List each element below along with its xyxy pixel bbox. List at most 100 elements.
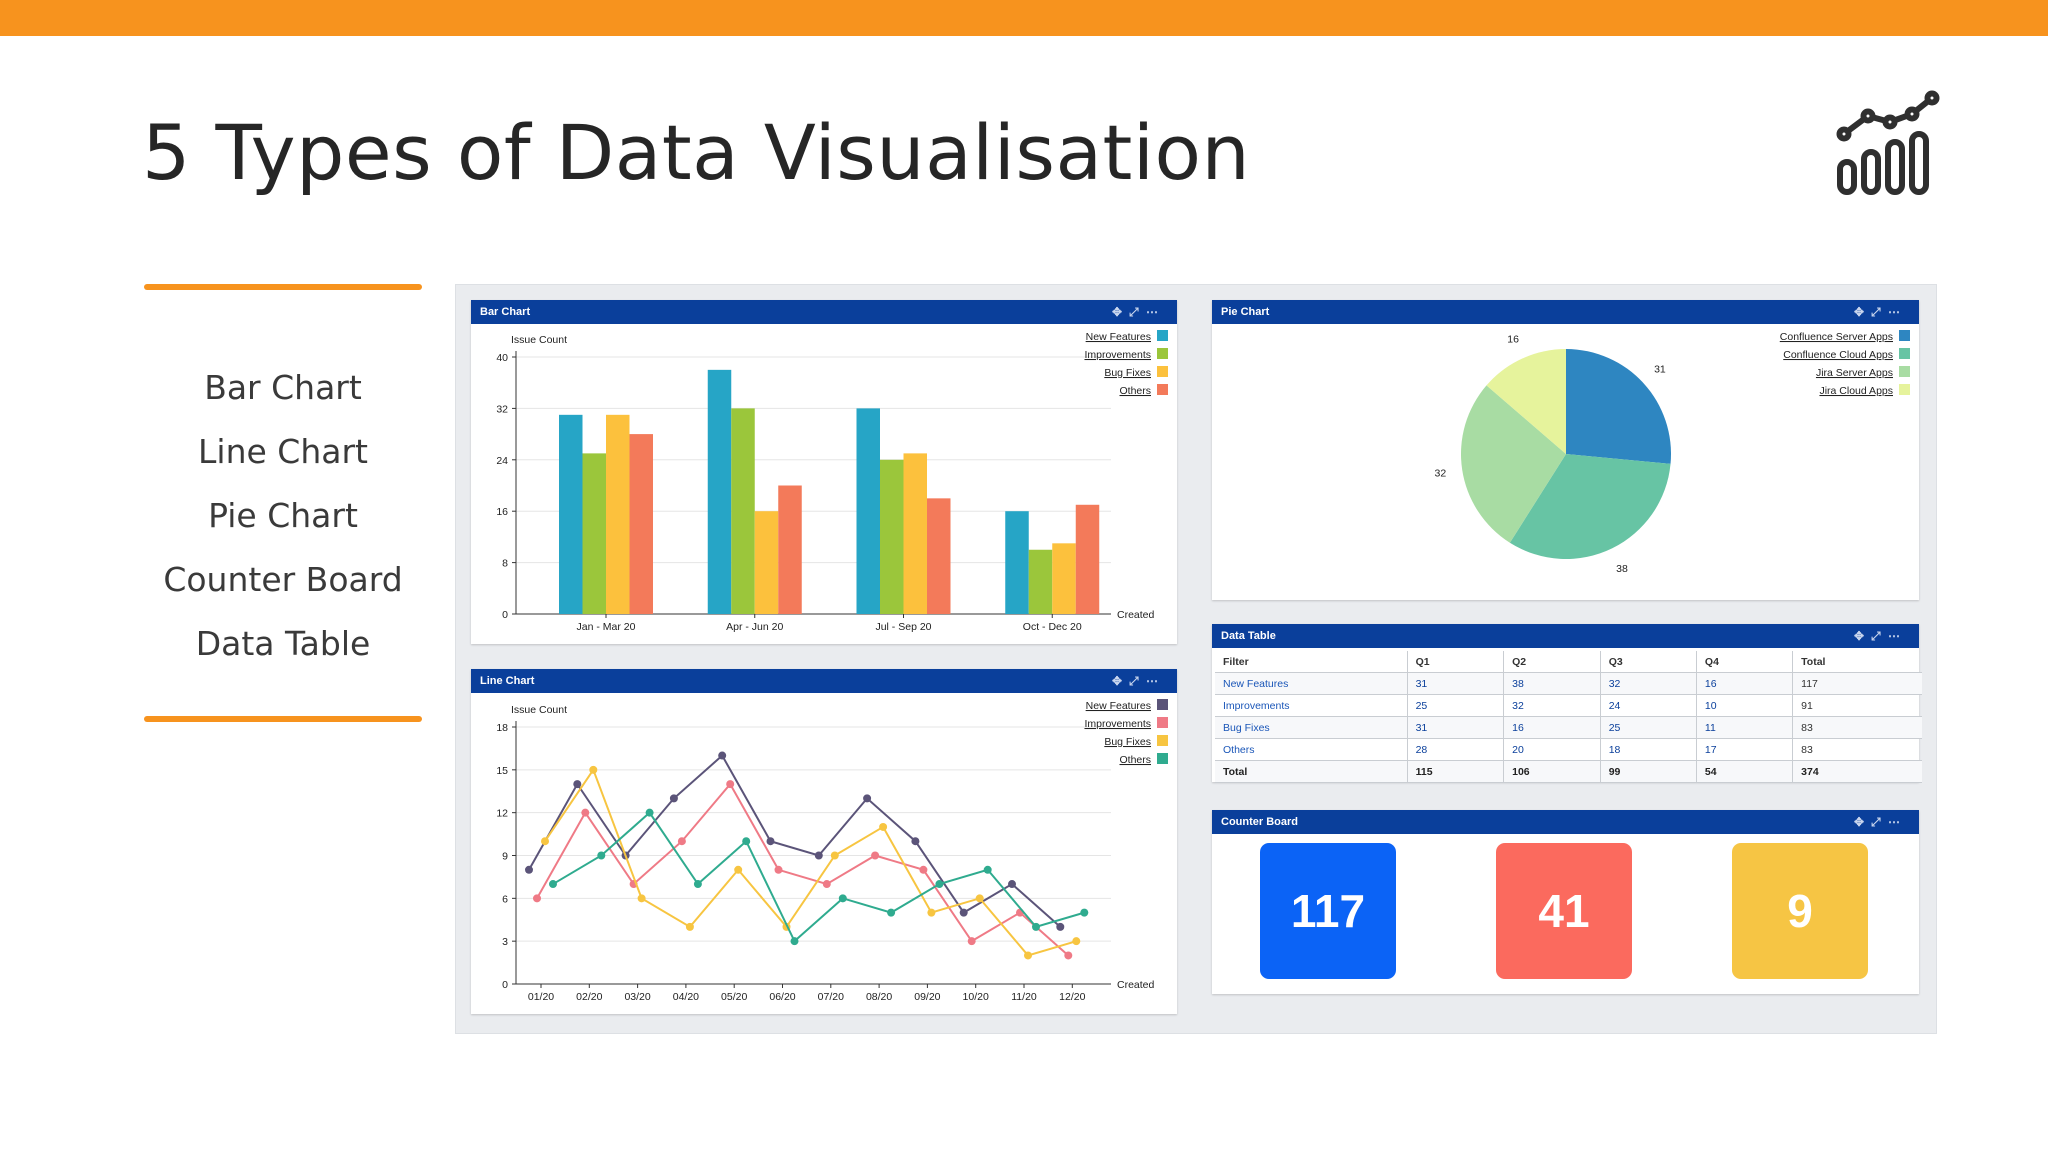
table-cell[interactable]: 32 — [1503, 694, 1601, 717]
toc-item-counter-board: Counter Board — [163, 560, 403, 599]
data-point — [1008, 880, 1016, 889]
table-cell[interactable]: 25 — [1407, 694, 1505, 717]
data-point — [549, 880, 557, 889]
table-cell[interactable]: 16 — [1696, 672, 1794, 695]
table-cell[interactable]: 20 — [1503, 738, 1601, 761]
row-label[interactable]: Others — [1215, 738, 1408, 761]
column-header[interactable]: Total — [1792, 651, 1922, 673]
slice-value-label: 31 — [1654, 364, 1666, 376]
table-cell[interactable]: 38 — [1503, 672, 1601, 695]
expand-icon[interactable]: ⤢ — [1871, 815, 1881, 829]
table-total-row: Total 115 106 99 54 374 — [1215, 760, 1922, 783]
table-cell[interactable]: 16 — [1503, 716, 1601, 739]
data-point — [814, 851, 823, 860]
table-cell[interactable]: 31 — [1407, 672, 1505, 695]
column-header[interactable]: Q2 — [1503, 651, 1601, 673]
table-cell: 99 — [1600, 760, 1697, 783]
data-point — [935, 880, 944, 889]
row-label[interactable]: Bug Fixes — [1215, 716, 1408, 739]
counter-board-panel: Counter Board ✥ ⤢ ⋯ 117 41 9 — [1212, 810, 1919, 994]
data-point — [927, 908, 936, 917]
y-tick-label: 9 — [502, 851, 508, 863]
move-icon[interactable]: ✥ — [1112, 305, 1123, 319]
row-label[interactable]: Improvements — [1215, 694, 1408, 717]
data-point — [766, 837, 775, 846]
pie-slice — [1566, 349, 1671, 464]
pie-slice — [1461, 385, 1566, 543]
table-cell[interactable]: 32 — [1600, 672, 1697, 695]
panel-header: Line Chart ✥ ⤢ ⋯ — [471, 669, 1177, 693]
table-cell[interactable]: 25 — [1600, 716, 1697, 739]
counter-tile-1[interactable]: 117 — [1260, 843, 1396, 979]
move-icon[interactable]: ✥ — [1112, 674, 1123, 688]
data-point — [525, 865, 533, 874]
table-cell[interactable]: 10 — [1696, 694, 1794, 717]
counter-tile-3[interactable]: 9 — [1732, 843, 1868, 979]
table-cell[interactable]: 28 — [1407, 738, 1505, 761]
data-point — [1032, 922, 1040, 931]
counter-tiles: 117 41 9 — [1212, 834, 1919, 984]
y-tick-label: 18 — [496, 722, 508, 734]
column-header[interactable]: Filter — [1215, 651, 1408, 673]
data-point — [863, 794, 872, 803]
data-point — [838, 894, 847, 903]
y-tick-label: 40 — [496, 352, 508, 364]
x-tick-label: 12/20 — [1059, 991, 1085, 1003]
legend-label: Jira Server Apps — [1816, 367, 1893, 379]
column-header[interactable]: Q1 — [1407, 651, 1505, 673]
legend-label: Improvements — [1084, 349, 1151, 361]
table-cell[interactable]: 11 — [1696, 716, 1794, 739]
move-icon[interactable]: ✥ — [1854, 815, 1865, 829]
expand-icon[interactable]: ⤢ — [1129, 674, 1139, 688]
move-icon[interactable]: ✥ — [1854, 305, 1865, 319]
table-cell[interactable]: 31 — [1407, 716, 1505, 739]
table-cell[interactable]: 17 — [1696, 738, 1794, 761]
bar — [880, 459, 904, 614]
data-point — [589, 765, 598, 774]
bar — [927, 498, 951, 614]
legend-label: Others — [1119, 754, 1151, 766]
bar — [778, 485, 802, 614]
data-point — [959, 908, 968, 917]
table-row: Bug Fixes 31 16 25 11 83 — [1215, 716, 1922, 739]
top-accent-bar — [0, 0, 2048, 36]
move-icon[interactable]: ✥ — [1854, 629, 1865, 643]
column-header[interactable]: Q3 — [1600, 651, 1697, 673]
more-icon[interactable]: ⋯ — [1888, 305, 1900, 319]
legend-label: New Features — [1086, 331, 1151, 343]
data-point — [541, 837, 549, 846]
bar — [1028, 549, 1053, 614]
x-tick-label: 06/20 — [769, 991, 795, 1003]
slide-title: 5 Types of Data Visualisation — [142, 108, 1251, 197]
data-point — [533, 894, 541, 903]
x-tick-label: 05/20 — [721, 991, 747, 1003]
legend-swatch — [1157, 384, 1168, 395]
counter-tile-2[interactable]: 41 — [1496, 843, 1632, 979]
bar — [707, 369, 732, 614]
bar — [606, 414, 630, 614]
data-point — [879, 822, 888, 831]
row-label[interactable]: New Features — [1215, 672, 1408, 695]
more-icon[interactable]: ⋯ — [1146, 674, 1158, 688]
panel-header: Pie Chart ✥ ⤢ ⋯ — [1212, 300, 1919, 324]
bar — [1005, 511, 1029, 614]
expand-icon[interactable]: ⤢ — [1129, 305, 1139, 319]
table-cell[interactable]: 18 — [1600, 738, 1697, 761]
data-point — [919, 865, 928, 874]
legend-swatch — [1157, 699, 1168, 710]
expand-icon[interactable]: ⤢ — [1871, 629, 1881, 643]
data-point — [830, 851, 839, 860]
column-header[interactable]: Q4 — [1696, 651, 1794, 673]
expand-icon[interactable]: ⤢ — [1871, 305, 1881, 319]
dashboard-screenshot: Bar Chart ✥ ⤢ ⋯ 0 8 16 24 32 40 Issue Count Cre… — [455, 284, 1937, 1034]
panel-header: Bar Chart ✥ ⤢ ⋯ — [471, 300, 1177, 324]
toc-item-pie-chart: Pie Chart — [208, 496, 358, 535]
series-line — [552, 811, 1085, 943]
table-cell: 91 — [1792, 694, 1922, 717]
table-cell[interactable]: 24 — [1600, 694, 1697, 717]
more-icon[interactable]: ⋯ — [1888, 815, 1900, 829]
more-icon[interactable]: ⋯ — [1888, 629, 1900, 643]
pie-slice — [1486, 349, 1566, 454]
more-icon[interactable]: ⋯ — [1146, 305, 1158, 319]
